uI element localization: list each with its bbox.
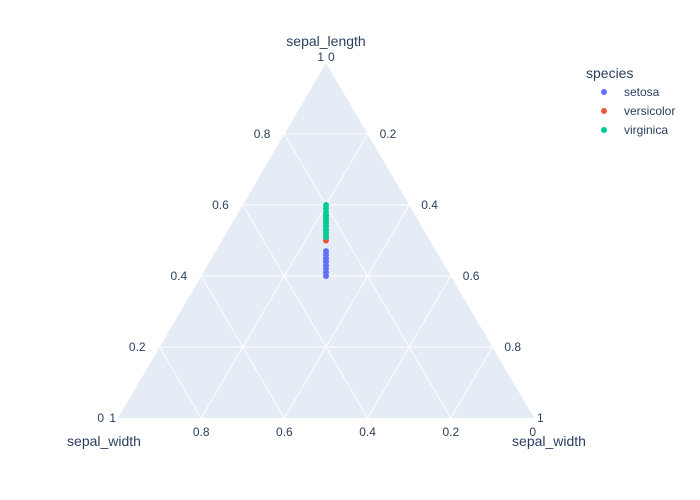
tick-label-c: 0.2 [380,127,397,141]
legend-items: setosa versicolor virginica [601,85,675,137]
grid-line-c-0.8 [450,346,493,419]
grid-line-b-0.8 [159,346,202,419]
tick-label-c: 1 [537,411,544,425]
tick-label-a: 1 [317,50,324,64]
tick-label-c: 0.4 [421,198,438,212]
tick-label-b: 1 [109,411,116,425]
tick-label-c: 0.8 [504,340,521,354]
axis-title-a: sepal_length [286,33,365,49]
tick-label-b: 0.6 [276,425,293,439]
axis-title-c: sepal_width [512,433,586,449]
plot-area: 00.20.40.60.8 0.20.40.60.80.20.40.60.81 01… [97,50,544,439]
grid-line-b-0.4 [242,204,369,419]
legend-label-versicolor[interactable]: versicolor [624,104,675,118]
tick-label-a: 0.6 [212,198,229,212]
tick-label-c: 0.6 [463,269,480,283]
legend-label-setosa[interactable]: setosa [624,85,660,99]
tick-label-b: 0 [529,425,536,439]
grid-line-c-0.4 [283,204,410,419]
tick-label-b: 0.4 [359,425,376,439]
point-setosa [323,248,329,255]
tick-label-a: 0.4 [171,269,188,283]
tick-label-c: 0 [328,50,335,64]
tick-label-b: 0.2 [442,425,459,439]
grid-line-b-0.6 [200,275,285,419]
legend-marker-setosa[interactable] [601,89,607,95]
tick-labels: 00.20.40.60.8 0.20.40.60.80.20.40.60.81 01… [97,50,544,439]
grid-line-c-0.6 [367,275,452,419]
legend-title: species [586,65,633,81]
legend: species setosa versicolor virginica [586,65,675,137]
legend-label-virginica[interactable]: virginica [624,123,668,137]
tick-label-a: 0 [97,411,104,425]
tick-label-a: 0.8 [254,127,271,141]
legend-marker-virginica[interactable] [601,127,607,133]
data-points [323,202,329,279]
point-virginica [323,202,329,208]
axis-title-b: sepal_width [67,433,141,449]
tick-label-b: 0.8 [193,425,210,439]
legend-marker-versicolor[interactable] [601,108,607,114]
tick-label-a: 0.2 [129,340,146,354]
